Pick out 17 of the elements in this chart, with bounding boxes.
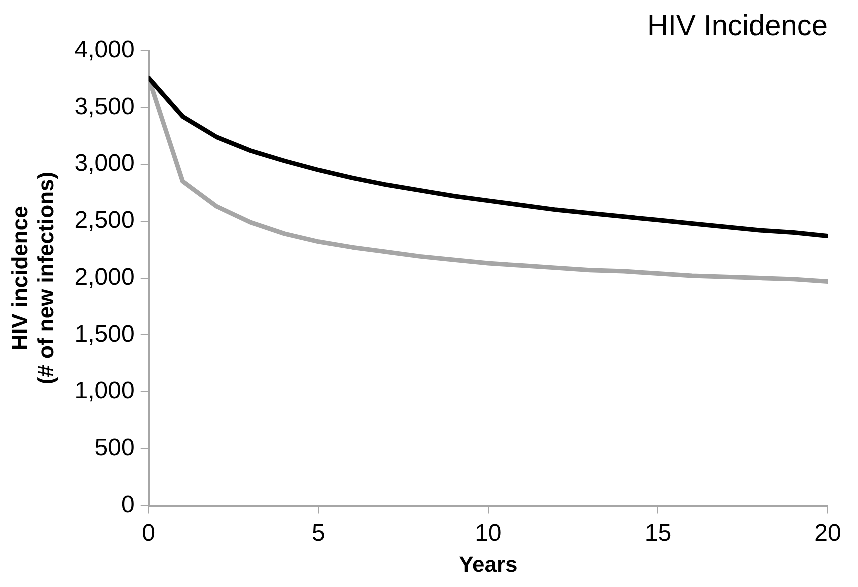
y-tick-label: 1,500: [74, 320, 135, 348]
y-tick-label: 1,000: [74, 378, 135, 405]
y-tick-label: 500: [94, 434, 135, 462]
chart-title: HIV Incidence: [647, 10, 828, 42]
y-tick-label: 2,500: [74, 207, 135, 234]
x-tick-label: 10: [475, 520, 502, 547]
y-tick-label: 4,000: [74, 36, 135, 64]
y-tick-label: 3,500: [74, 93, 135, 120]
x-tick-label: 5: [312, 520, 326, 547]
y-tick-label: 0: [122, 491, 135, 518]
y-tick-label: 2,000: [74, 264, 135, 291]
x-tick-label: 0: [142, 520, 156, 547]
x-axis-title: Years: [459, 552, 518, 577]
x-tick-label: 20: [814, 520, 842, 547]
y-tick-label: 3,000: [74, 150, 135, 178]
y-axis-title: HIV incidence (# of new infections): [7, 172, 59, 385]
x-tick-label: 15: [644, 520, 672, 547]
